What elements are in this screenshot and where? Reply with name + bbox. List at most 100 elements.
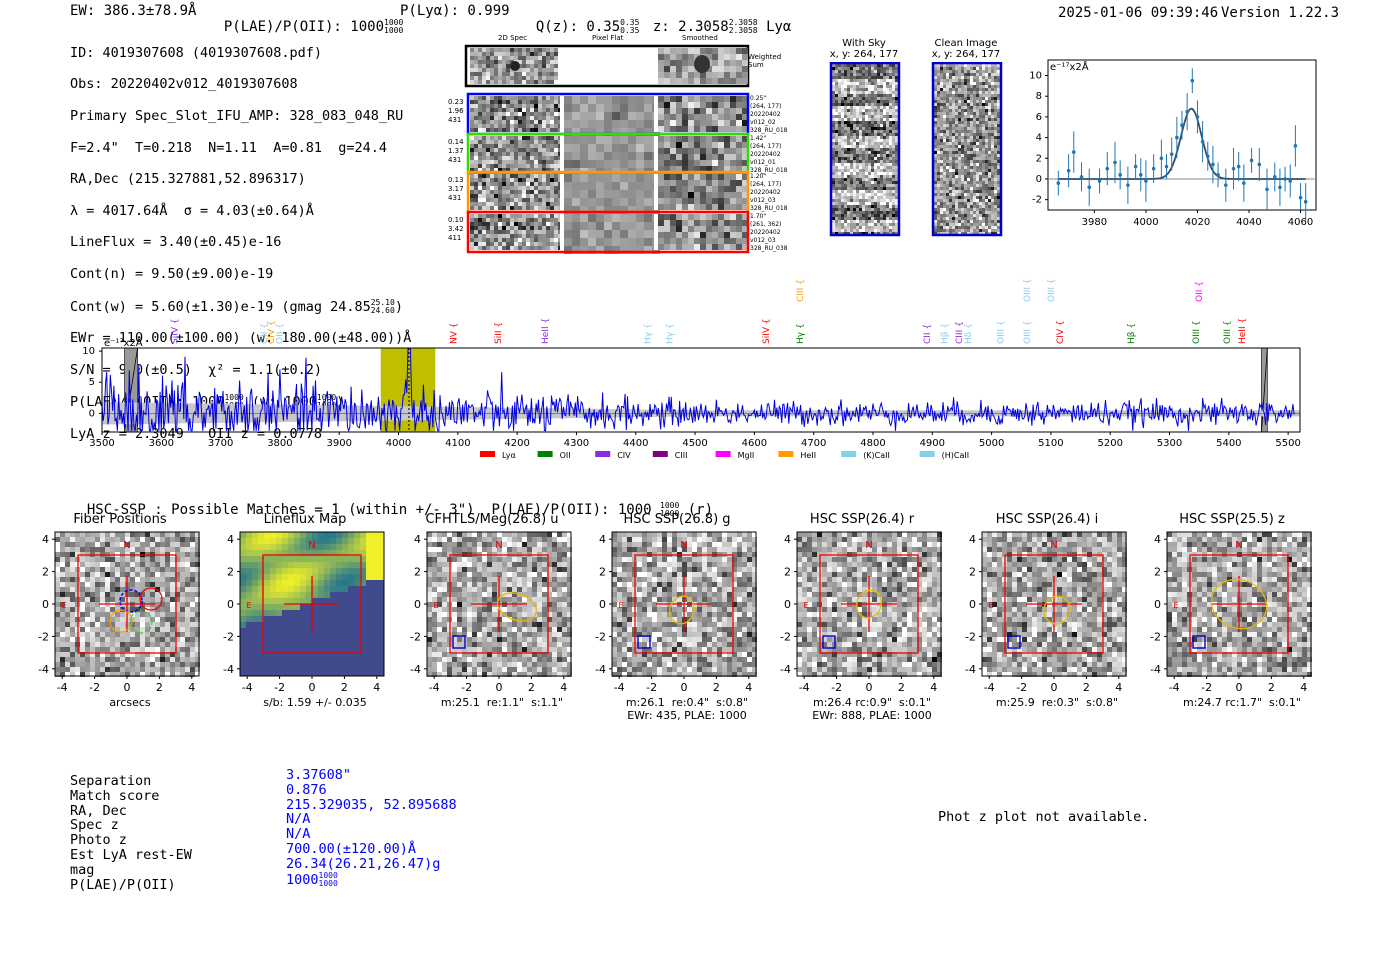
zoom-ytick-label: 4	[1036, 133, 1042, 144]
hsc-panel-image: N E 4 2 0 -2 -4 -4 -2 0 2 4	[965, 531, 1127, 694]
cutout-right-label: (264, 177)	[750, 181, 781, 188]
match-value: 26.34(26.21,26.47)g	[286, 855, 441, 872]
header-plae-bounds: 1000 1000	[384, 18, 404, 35]
hsc-panel-title: Lineflux Map	[263, 512, 347, 527]
legend-swatch	[595, 451, 611, 457]
hsc-panel-title: CFHTLS/Meg(26.8) u	[425, 512, 559, 527]
zoom-xtick-label: 4000	[1133, 217, 1158, 228]
hsc-ytick-label: 0	[784, 598, 791, 611]
zoom-point	[1278, 185, 1282, 190]
cutout-2d	[470, 174, 562, 210]
info-block: ID: 4019307608 (4019307608.pdf) Obs: 202…	[70, 30, 411, 459]
cutout-frame	[466, 210, 750, 254]
zoom-point	[1257, 162, 1262, 167]
info-params: F=2.4" T=0.218 N=1.11 A=0.81 g=24.4	[70, 139, 387, 156]
zoom-point	[1169, 152, 1174, 156]
hsc-ytick-label: 0	[42, 598, 49, 611]
hsc-panel-title: Fiber Positions	[73, 512, 167, 527]
divider	[560, 136, 564, 172]
cutout-right-label: 20220402	[750, 111, 781, 118]
spectrum-xtick-label: 3800	[267, 438, 292, 449]
zoom-point	[1190, 78, 1195, 83]
zoom-point	[1079, 175, 1084, 179]
hsc-ytick-label: 0	[227, 598, 234, 611]
hsc-xtick-label: 4	[373, 681, 380, 694]
spectral-line-label: Hδ {	[964, 323, 974, 344]
spectral-line-label: OII {	[1195, 281, 1205, 302]
aperture-box	[819, 554, 919, 654]
hsc-xtick-label: 4	[560, 681, 567, 694]
hsc-panels: Fiber Positions N E 4 2 0 -2 -4 -4 -2 0 2 4 arcsecs Li…	[38, 510, 1360, 725]
hsc-xtick-label: 2	[528, 681, 535, 694]
spectrum-xtick-label: 5400	[1216, 438, 1241, 449]
east-label: E	[1173, 601, 1178, 610]
cutout-2d	[470, 96, 562, 132]
cutouts-panel: 2D Spec Pixel Flat Smoothed 0.23 1.96 431 0…	[440, 34, 800, 256]
hsc-ytick-label: 4	[969, 533, 976, 546]
cutout-flat	[564, 136, 660, 176]
info-lambda: λ = 4017.64Å σ = 4.03(±0.64)Å	[70, 202, 314, 219]
hsc-panel-caption-2: EWr: 435, PLAE: 1000	[627, 709, 747, 722]
east-label: E	[988, 601, 993, 610]
hsc-xtick-label: -4	[614, 681, 625, 694]
weighted-sum-label: Weighted Sum	[748, 53, 782, 69]
spectrum-xtick-label: 5500	[1275, 438, 1300, 449]
cutout-left-label: 0.23	[448, 98, 464, 106]
header-plae-label: P(LAE)/P(OII): 1000	[223, 19, 385, 35]
hsc-ytick-label: 2	[969, 566, 976, 579]
col-header-smooth: Smoothed	[682, 34, 718, 42]
sky-images-svg	[829, 62, 1003, 237]
fiber-circle	[129, 610, 153, 634]
spectrum-xtick-label: 5100	[1038, 438, 1063, 449]
cutout-smooth	[658, 136, 748, 172]
cutout-right-label: 0.25"	[750, 95, 766, 102]
spectrum-xtick-label: 3700	[208, 438, 233, 449]
spectral-line-label: Hγ {	[796, 323, 806, 344]
zoom-point	[1185, 109, 1189, 114]
spectral-line-label: CIV {	[267, 320, 277, 344]
zoom-point	[1151, 166, 1156, 171]
match-label: Spec z	[70, 817, 119, 834]
zoom-point	[1071, 150, 1076, 154]
spectral-line-label: CIII {	[796, 279, 806, 302]
zoom-point	[1164, 164, 1169, 169]
spectral-line-label: CIII {	[955, 321, 965, 344]
hsc-panel-caption: m:25.9 re:0.3" s:0.8"	[995, 696, 1119, 709]
zoom-ytick-label: 6	[1036, 112, 1042, 123]
match-value-plae: 10001000 1000	[286, 870, 338, 888]
match-value: N/A	[286, 811, 311, 828]
spectral-line-label: CII {	[923, 324, 933, 344]
cutout-flat	[564, 174, 660, 214]
spectral-line-label: OIII {	[1023, 320, 1033, 344]
hsc-xtick-label: -4	[429, 681, 440, 694]
cutout-left-label: 431	[448, 194, 461, 202]
east-label: E	[61, 601, 66, 610]
header-z: z: 2.30582.3058 2.3058 Lyα	[652, 18, 792, 36]
source-ellipse	[1210, 578, 1268, 630]
cutout-2d	[470, 214, 562, 250]
spectrum-xtick-label: 4500	[682, 438, 707, 449]
info-contw: Cont(w) = 5.60(±1.30)e-19 (gmag 24.8525.…	[70, 297, 403, 315]
cutout-right-label: 1.20"	[750, 173, 766, 180]
zoom-point	[1242, 181, 1246, 185]
hsc-panel-title: HSC SSP(26.4) i	[995, 512, 1099, 527]
hsc-panel-caption-2: EWr: 888, PLAE: 1000	[812, 709, 932, 722]
spectral-line-label: OII {	[260, 323, 270, 344]
zoom-point	[1211, 162, 1215, 167]
hsc-panel-image: N E 4 2 0 -2 -4 -4 -2 0 2 4	[780, 531, 942, 694]
legend-label: HeII	[800, 451, 816, 460]
hsc-xtick-label: -2	[646, 681, 657, 694]
hsc-xtick-label: 4	[188, 681, 195, 694]
hsc-xtick-label: -2	[1201, 681, 1212, 694]
spectral-line-label: OIII {	[1192, 320, 1202, 344]
zoom-unit: e⁻¹⁷x2Å	[1050, 60, 1089, 73]
zoom-ytick-label: 0	[1036, 174, 1042, 185]
hsc-ytick-label: -2	[38, 630, 49, 643]
fiber-circle	[109, 609, 133, 633]
zoom-point	[1180, 123, 1184, 127]
zoom-point	[1283, 177, 1287, 181]
east-label: E	[433, 601, 438, 610]
spectral-line-label: Hβ {	[941, 323, 951, 344]
east-label: E	[803, 601, 808, 610]
hsc-xtick-label: 2	[156, 681, 163, 694]
